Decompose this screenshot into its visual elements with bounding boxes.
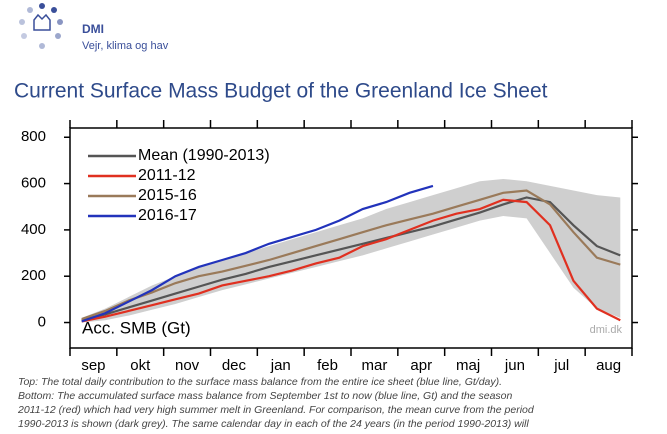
caption-line: Bottom: The accumulated surface mass bal… bbox=[18, 390, 512, 402]
caption-line: 2011-12 (red) which had very high summer… bbox=[17, 404, 535, 416]
chart-title: Current Surface Mass Budget of the Green… bbox=[14, 80, 548, 103]
logo bbox=[19, 3, 63, 49]
y-tick-label: 400 bbox=[21, 221, 46, 238]
x-tick-label: jan bbox=[270, 357, 291, 374]
series-line bbox=[81, 184, 434, 323]
x-tick-label: feb bbox=[317, 357, 338, 374]
brand: DMI bbox=[82, 22, 104, 36]
tagline: Vejr, klima og hav bbox=[82, 40, 169, 52]
x-tick-label: maj bbox=[456, 357, 480, 374]
x-tick-label: dec bbox=[222, 357, 247, 374]
series-line bbox=[81, 196, 621, 322]
x-tick-label: nov bbox=[175, 357, 200, 374]
y-axis-label: Acc. SMB (Gt) bbox=[82, 318, 191, 337]
caption-line: Top: The total daily contribution to the… bbox=[18, 376, 502, 388]
legend-label: 2015-16 bbox=[138, 187, 197, 204]
series-line bbox=[81, 189, 621, 321]
legend-label: 2016-17 bbox=[138, 207, 197, 224]
watermark: dmi.dk bbox=[590, 324, 623, 336]
x-tick-label: apr bbox=[410, 357, 432, 374]
x-tick-label: okt bbox=[130, 357, 151, 374]
y-tick-label: 600 bbox=[21, 175, 46, 192]
series-line bbox=[81, 198, 621, 323]
x-tick-label: mar bbox=[361, 357, 387, 374]
y-tick-label: 200 bbox=[21, 267, 46, 284]
y-tick-label: 0 bbox=[38, 313, 46, 330]
x-tick-label: jul bbox=[553, 357, 569, 374]
caption-line: 1990-2013 is shown (dark grey). The same… bbox=[18, 418, 529, 430]
x-tick-label: jun bbox=[504, 357, 525, 374]
legend-label: Mean (1990-2013) bbox=[138, 147, 270, 164]
x-tick-label: sep bbox=[81, 357, 105, 374]
y-tick-label: 800 bbox=[21, 128, 46, 145]
x-tick-label: aug bbox=[596, 357, 621, 374]
legend-label: 2011-12 bbox=[138, 167, 196, 184]
